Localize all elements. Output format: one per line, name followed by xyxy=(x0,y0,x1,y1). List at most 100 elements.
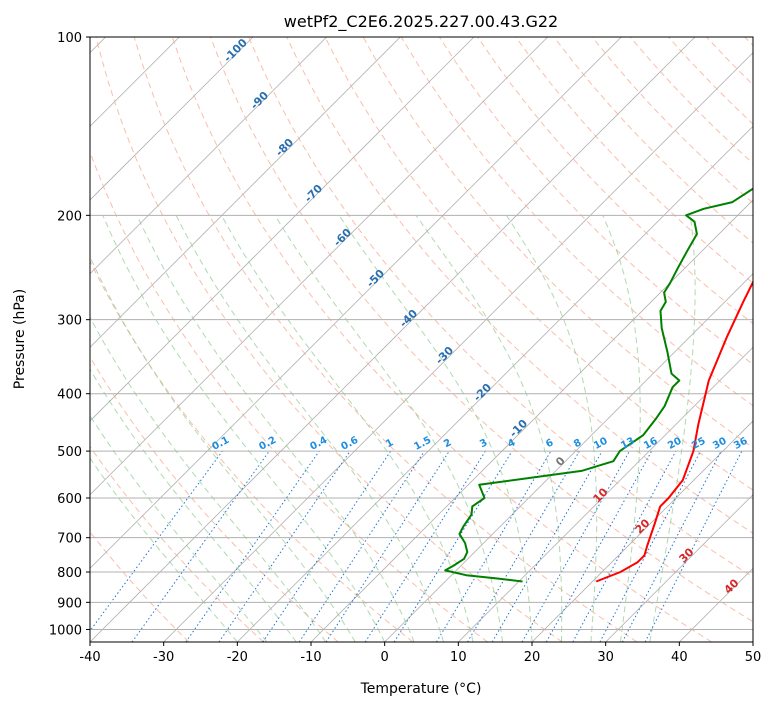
mixing-ratio-line xyxy=(644,450,743,642)
isotherm-line xyxy=(310,199,753,642)
mixing-ratio-line xyxy=(90,450,223,632)
dry-adiabat-line xyxy=(90,259,414,642)
isotherm-label: -70 xyxy=(302,182,325,205)
mixing-ratio-label: 6 xyxy=(544,437,555,450)
dry-adiabat-label: 0 xyxy=(553,454,568,469)
isotherm-label: -40 xyxy=(397,307,420,330)
isotherm-line xyxy=(90,37,548,496)
dry-adiabat-line xyxy=(438,37,753,366)
x-tick-label: -10 xyxy=(300,650,321,665)
dry-adiabat-line xyxy=(324,37,753,491)
moist-adiabat-line xyxy=(505,215,598,642)
x-tick-label: 0 xyxy=(381,650,389,665)
x-axis-ticks: -40 -30 -20 -10 0 10 20 30 40 50 xyxy=(79,642,761,665)
line-labels: 0.1 0.2 0.4 0.6 1 1.5 2 3 4 6 8 10 13 16 20 25 30 36-100-… xyxy=(210,36,749,597)
moist-adiabat-line xyxy=(90,414,268,642)
dewpoint-profile-line xyxy=(444,187,753,583)
y-tick-label: 1000 xyxy=(49,623,82,638)
moist-adiabat-line xyxy=(649,215,696,642)
y-axis-label: Pressure (hPa) xyxy=(12,289,28,389)
mixing-ratio-line xyxy=(364,450,486,642)
mixing-ratio-line xyxy=(131,450,270,642)
isotherm-label: -50 xyxy=(364,267,387,290)
isotherm-label: -10 xyxy=(507,417,530,440)
mixing-ratio-line xyxy=(467,450,580,642)
isotherm-label: -60 xyxy=(331,226,354,249)
y-tick-label: 800 xyxy=(57,566,82,581)
x-tick-label: 10 xyxy=(450,650,467,665)
mixing-ratio-line xyxy=(218,450,351,642)
dry-adiabat-line xyxy=(171,37,712,642)
y-tick-label: 600 xyxy=(57,492,82,507)
moist-adiabat-line xyxy=(338,215,533,642)
isotherm-label: -90 xyxy=(248,89,271,112)
y-tick-label: 700 xyxy=(57,532,82,547)
isotherm-line xyxy=(163,52,753,642)
x-tick-label: 50 xyxy=(745,650,762,665)
dry-adiabat-line xyxy=(90,531,190,642)
mixing-ratio-label: 0.6 xyxy=(339,435,360,453)
mixing-ratio-label: 3 xyxy=(478,437,489,450)
moist-adiabat-line xyxy=(221,215,474,642)
isotherm-line xyxy=(752,641,753,642)
mixing-ratio-line xyxy=(491,450,603,642)
moist-adiabat-line xyxy=(90,457,238,642)
isotherm-line xyxy=(90,37,475,422)
mixing-ratio-line xyxy=(325,450,450,642)
mixing-ratio-label: 16 xyxy=(642,436,659,452)
y-tick-label: 100 xyxy=(57,31,82,46)
x-tick-label: 40 xyxy=(671,650,688,665)
isotherm-line xyxy=(605,494,753,642)
mixing-ratio-label: 30 xyxy=(711,436,728,452)
isotherm-label: -30 xyxy=(433,344,456,367)
isotherm-line xyxy=(90,37,327,275)
isotherm-line xyxy=(90,37,401,348)
moist-adiabat-line xyxy=(102,215,386,642)
mixing-ratio-line xyxy=(435,450,552,642)
mixing-ratio-label: 0.1 xyxy=(210,435,231,453)
temperature-profile-line xyxy=(595,279,753,583)
chart-title: wetPf2_C2E6.2025.227.00.43.G22 xyxy=(284,12,558,32)
mixing-ratio-line xyxy=(185,450,320,642)
dry-adiabat-line xyxy=(286,37,753,534)
moist-adiabat-line xyxy=(175,215,445,642)
profile-series xyxy=(444,187,753,583)
dry-adiabat-label: 20 xyxy=(633,516,653,536)
dry-adiabat-label: 30 xyxy=(677,545,697,565)
y-tick-label: 200 xyxy=(57,209,82,224)
mixing-ratio-label: 0.2 xyxy=(257,435,278,453)
moist-adiabat-line xyxy=(274,215,503,642)
mixing-ratio-line xyxy=(298,450,425,642)
mixing-ratio-label: 36 xyxy=(732,436,749,452)
moist-adiabat-line xyxy=(136,215,415,642)
dry-adiabat-line xyxy=(133,37,638,642)
mixing-ratio-label: 20 xyxy=(666,436,683,452)
dry-adiabat-line xyxy=(95,37,563,642)
moist-adiabat-line xyxy=(602,215,641,642)
mixing-ratio-label: 1.5 xyxy=(412,435,433,453)
dry-adiabat-line xyxy=(744,37,753,47)
mixing-ratio-lines xyxy=(90,450,743,642)
mixing-ratio-label: 10 xyxy=(592,436,609,452)
moist-adiabat-line xyxy=(90,316,327,642)
x-tick-label: 20 xyxy=(524,650,541,665)
x-axis-label: Temperature (°C) xyxy=(360,681,482,697)
mixing-ratio-line xyxy=(393,450,513,642)
mixing-ratio-label: 0.4 xyxy=(308,435,329,453)
isotherm-line xyxy=(90,37,622,569)
dry-adiabat-line xyxy=(90,356,339,642)
dry-adiabat-line xyxy=(515,37,753,284)
x-tick-label: -20 xyxy=(227,650,248,665)
y-tick-label: 400 xyxy=(57,388,82,403)
isotherm-label: -80 xyxy=(273,136,296,159)
dry-adiabat-line xyxy=(90,150,488,642)
y-tick-label: 300 xyxy=(57,314,82,329)
isotherm-label: -100 xyxy=(221,36,250,65)
dry-adiabat-line xyxy=(706,37,753,86)
isotherm-line xyxy=(237,125,753,642)
mixing-ratio-label: 2 xyxy=(442,437,453,450)
isotherm-line xyxy=(384,273,753,642)
dry-adiabat-label: 10 xyxy=(591,485,611,505)
y-tick-label: 900 xyxy=(57,596,82,611)
